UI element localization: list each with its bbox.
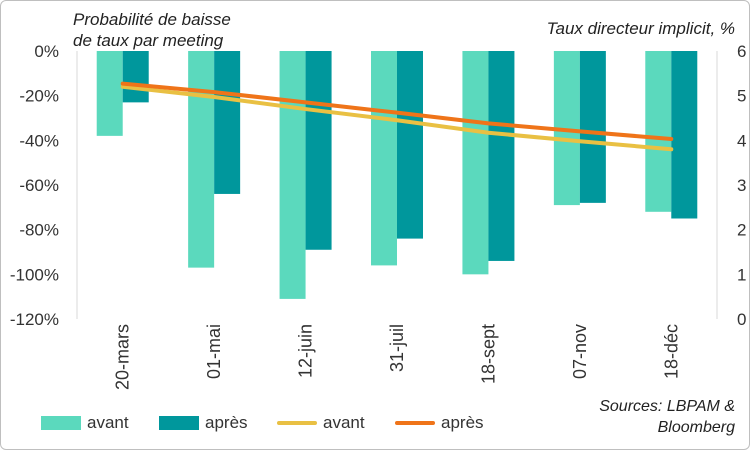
legend-item-bar-apres: après [159,413,248,433]
bar-apres-20-mars [122,51,149,103]
source-line-1: Sources: LBPAM & [599,398,735,415]
left-axis-title: Probabilité de baisse de taux par meetin… [73,9,273,51]
right-tick-label: 0 [737,310,746,329]
category-label: 18-déc [661,324,681,379]
category-label: 18-sept [478,324,498,384]
source-note: Sources: LBPAM & Bloomberg [535,396,735,438]
category-label: 01-mai [204,324,224,379]
line-avant [120,84,674,152]
right-tick-label: 4 [737,131,746,150]
bar-apres-12-juin [305,51,332,250]
category-label: 20-mars [113,324,133,390]
legend-label-bar-avant: avant [87,413,129,432]
bar-avant-01-mai [188,51,215,268]
bar-apres-31-juil [397,51,423,239]
legend-item-line-avant: avant [277,413,365,433]
right-tick-label: 5 [737,87,746,106]
bar-apres-18-déc [671,51,698,219]
bar-avant-12-juin [279,51,306,299]
left-tick-label: -20% [19,87,59,106]
line-apres [120,81,674,141]
right-tick-label: 2 [737,221,746,240]
source-line-2: Bloomberg [657,419,735,436]
left-tick-label: -80% [19,221,59,240]
legend-label-line-avant: avant [323,413,365,432]
category-label: 12-juin [296,324,316,378]
bar-apres-01-mai [214,51,241,194]
legend-label-line-apres: après [441,413,484,432]
left-tick-label: -100% [10,265,59,284]
legend-swatch-bar-apres [159,416,199,430]
bar-apres-07-nov [579,51,606,203]
category-label: 07-nov [570,324,590,379]
legend-swatch-line-avant [277,421,317,425]
left-tick-label: -120% [10,310,59,329]
bar-avant-18-sept [462,51,489,275]
right-axis-title: Taux directeur implicit, % [546,19,735,38]
legend-swatch-bar-avant [41,416,81,430]
category-label: 31-juil [387,324,407,372]
legend-swatch-line-apres [395,421,435,425]
left-tick-label: 0% [34,42,59,61]
left-tick-label: -40% [19,131,59,150]
left-tick-label: -60% [19,176,59,195]
legend-item-line-apres: après [395,413,484,433]
left-axis-title-line-1: Probabilité de baisse [73,10,231,29]
legend-item-bar-avant: avant [41,413,129,433]
right-tick-label: 1 [737,265,746,284]
bar-avant-31-juil [371,51,397,266]
bar-apres-18-sept [488,51,515,261]
right-tick-label: 6 [737,42,746,61]
legend-label-bar-apres: après [205,413,248,432]
bar-avant-20-mars [96,51,123,136]
right-tick-label: 3 [737,176,746,195]
bar-avant-18-déc [645,51,672,212]
left-axis-title-line-2: de taux par meeting [73,31,224,50]
